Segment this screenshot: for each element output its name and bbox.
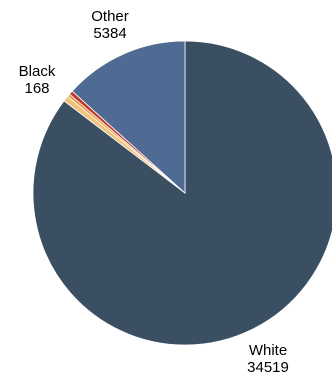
- slice-label-name: White: [249, 342, 287, 359]
- slice-label-black: Black 168: [19, 63, 56, 97]
- slice-label-name: Other: [91, 8, 129, 25]
- pie-slice-white: [32, 40, 332, 346]
- pie-slices: [32, 40, 332, 346]
- slice-label-value: 34519: [247, 359, 289, 376]
- slice-label-value: 168: [24, 80, 49, 97]
- slice-label-white: White 34519: [247, 342, 289, 376]
- slice-label-value: 5384: [93, 25, 126, 42]
- pie-slice-other: [71, 40, 186, 194]
- slice-label-name: Black: [19, 63, 56, 80]
- slice-label-other: Other 5384: [91, 8, 129, 42]
- pie-labels: White 34519 Black 168 Other 5384: [19, 8, 289, 376]
